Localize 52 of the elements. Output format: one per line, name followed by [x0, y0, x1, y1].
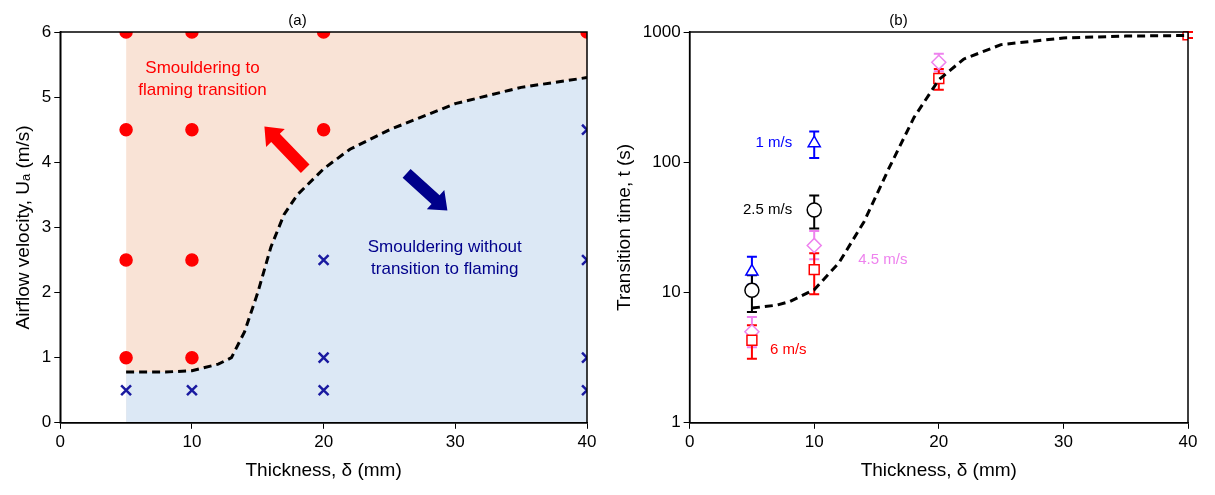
point	[807, 135, 822, 148]
point	[185, 253, 199, 267]
point	[808, 263, 820, 276]
point	[745, 263, 759, 276]
point	[317, 384, 330, 397]
series-label: 6 m/s	[769, 340, 807, 358]
x-axis-title: Thickness, δ (mm)	[860, 458, 1017, 480]
point	[746, 334, 758, 346]
point	[119, 384, 133, 397]
x-tick-label: 20	[314, 431, 334, 451]
y-tick-label: 5	[41, 86, 52, 106]
y-tick-label: 4	[41, 151, 52, 171]
point	[119, 253, 133, 267]
point	[185, 122, 199, 137]
x-tick-label: 30	[445, 431, 465, 451]
annotation: Smouldering without transition to flaming	[367, 237, 523, 279]
x-tick-label: 30	[1053, 431, 1073, 451]
y-tick-label: 1	[41, 347, 52, 367]
y-tick-label: 3	[41, 217, 52, 237]
point	[744, 282, 760, 299]
x-tick-label: 0	[684, 431, 695, 451]
y-tick-label: 10	[661, 282, 681, 302]
point	[185, 350, 199, 365]
y-tick-label: 1000	[642, 21, 681, 41]
x-tick-label: 0	[55, 431, 65, 451]
y-tick-label: 0	[41, 412, 52, 432]
chart-title: (a)	[288, 11, 307, 29]
point	[119, 122, 133, 137]
annotation: Smouldering to flaming transition	[138, 57, 267, 99]
point	[317, 351, 330, 364]
point	[806, 202, 822, 218]
y-tick-label: 100	[652, 151, 681, 171]
x-tick-label: 40	[1178, 431, 1198, 451]
series-label: 2.5 m/s	[743, 200, 793, 218]
chart-title: (b)	[889, 11, 908, 29]
text: 4.5 m/s	[858, 249, 908, 267]
y-tick-label: 6	[41, 21, 52, 41]
y-axis-title: Transition time, t (s)	[612, 143, 634, 311]
y-tick-label: 1	[671, 412, 681, 432]
x-tick-label: 40	[577, 431, 597, 451]
x-tick-label: 10	[182, 431, 202, 451]
x-tick-label: 20	[929, 431, 949, 451]
point	[317, 253, 330, 267]
x-tick-label: 10	[804, 431, 824, 451]
point	[316, 122, 331, 137]
point	[185, 384, 199, 397]
point	[119, 350, 133, 365]
y-axis-title: Airflow velocity, Uₐ (m/s)	[11, 125, 33, 330]
point	[806, 237, 822, 254]
y-tick-label: 2	[41, 282, 52, 302]
x-axis-title: Thickness, δ (mm)	[245, 458, 402, 480]
series-label: 1 m/s	[755, 133, 793, 151]
